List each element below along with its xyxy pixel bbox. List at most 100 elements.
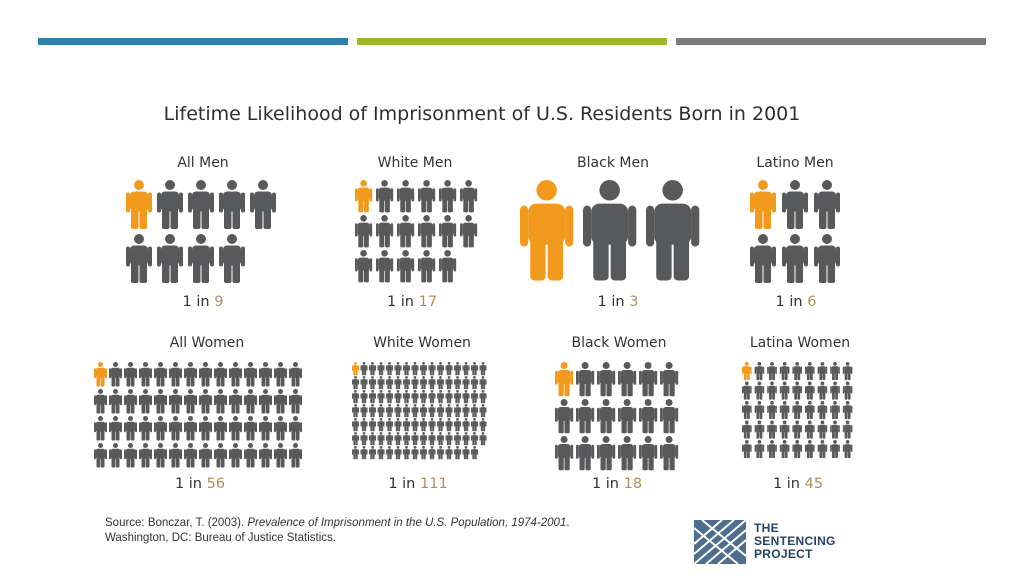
person-icon-panel-4-6 bbox=[184, 362, 197, 387]
person-icon-panel-5-48 bbox=[352, 404, 360, 418]
person-icon-panel-5-8 bbox=[420, 362, 428, 376]
person-icon-panel-4-46 bbox=[154, 443, 167, 468]
person-icon-panel-5-90 bbox=[437, 432, 445, 446]
person-icon-panel-5-100 bbox=[386, 446, 394, 460]
person-icon-panel-7-4 bbox=[792, 362, 803, 381]
person-icon-panel-5-97 bbox=[360, 446, 368, 460]
person-icon-panel-7-33 bbox=[817, 420, 828, 439]
chart-title: Lifetime Likelihood of Imprisonment of U… bbox=[163, 103, 801, 125]
person-icon-panel-5-93 bbox=[462, 432, 470, 446]
person-icon-panel-7-34 bbox=[830, 420, 840, 439]
person-icon-panel-4-48 bbox=[184, 443, 197, 468]
person-icon-panel-7-32 bbox=[805, 420, 815, 439]
person-icon-panel-5-54 bbox=[403, 404, 411, 418]
person-icon-panel-6-3 bbox=[618, 362, 637, 397]
person-icon-panel-4-16 bbox=[124, 389, 137, 414]
person-icon-panel-5-45 bbox=[462, 390, 470, 404]
person-icon-panel-7-2 bbox=[767, 362, 777, 381]
person-icon-panel-6-7 bbox=[576, 399, 595, 434]
ratio-white-women: 1 in 111 bbox=[388, 476, 448, 492]
ratio-all-men: 1 in 9 bbox=[182, 294, 224, 310]
person-icon-panel-5-60 bbox=[454, 404, 462, 418]
person-icon-panel-7-12 bbox=[779, 381, 790, 400]
person-icon-panel-0-5 bbox=[126, 234, 152, 283]
person-icon-panel-5-109 bbox=[462, 446, 470, 460]
highlighted-person-icon-panel-0-0 bbox=[126, 180, 152, 229]
person-icon-panel-7-15 bbox=[817, 381, 828, 400]
person-icon-panel-5-96 bbox=[352, 446, 360, 460]
panel-label-all-men: All Men bbox=[177, 155, 229, 171]
person-icon-panel-5-3 bbox=[377, 362, 385, 376]
person-icon-panel-4-21 bbox=[199, 389, 212, 414]
person-icon-panel-4-20 bbox=[184, 389, 197, 414]
person-icon-panel-5-58 bbox=[437, 404, 445, 418]
person-icon-panel-5-21 bbox=[394, 376, 402, 390]
person-icon-panel-4-28 bbox=[94, 416, 107, 441]
person-icon-panel-5-22 bbox=[403, 376, 411, 390]
person-icon-panel-4-5 bbox=[169, 362, 182, 387]
person-icon-panel-7-31 bbox=[792, 420, 803, 439]
person-icon-panel-4-35 bbox=[199, 416, 212, 441]
person-icon-panel-5-33 bbox=[360, 390, 368, 404]
person-icon-panel-5-51 bbox=[377, 404, 385, 418]
person-icon-panel-7-38 bbox=[767, 440, 777, 459]
logo-line-the: THE bbox=[754, 521, 779, 535]
person-icon-panel-1-16 bbox=[439, 250, 457, 283]
person-icon-panel-5-7 bbox=[411, 362, 419, 376]
person-icon-panel-6-12 bbox=[555, 436, 574, 471]
person-icon-panel-6-6 bbox=[555, 399, 574, 434]
person-icon-panel-4-29 bbox=[109, 416, 122, 441]
person-icon-panel-4-31 bbox=[139, 416, 152, 441]
person-icon-panel-5-64 bbox=[352, 418, 360, 432]
person-icon-panel-4-36 bbox=[214, 416, 227, 441]
person-icon-panel-7-24 bbox=[817, 401, 828, 420]
person-icon-panel-7-5 bbox=[805, 362, 815, 381]
person-icon-panel-5-70 bbox=[403, 418, 411, 432]
person-icon-panel-5-56 bbox=[420, 404, 428, 418]
person-icon-panel-3-1 bbox=[782, 180, 808, 229]
person-icon-panel-5-37 bbox=[394, 390, 402, 404]
person-icon-panel-5-1 bbox=[360, 362, 368, 376]
person-icon-panel-5-74 bbox=[437, 418, 445, 432]
header-bar-green bbox=[357, 38, 667, 45]
person-icon-panel-4-39 bbox=[259, 416, 272, 441]
person-icon-panel-1-10 bbox=[439, 215, 457, 248]
person-icon-panel-5-20 bbox=[386, 376, 394, 390]
panel-label-latino-men: Latino Men bbox=[756, 155, 834, 171]
person-icon-panel-7-26 bbox=[842, 401, 853, 420]
person-icon-panel-5-62 bbox=[471, 404, 479, 418]
person-icon-panel-5-81 bbox=[360, 432, 368, 446]
person-icon-panel-7-37 bbox=[754, 440, 765, 459]
person-icon-panel-5-63 bbox=[479, 404, 487, 418]
person-icon-panel-5-14 bbox=[471, 362, 479, 376]
person-icon-panel-5-23 bbox=[411, 376, 419, 390]
person-icon-panel-4-43 bbox=[109, 443, 122, 468]
person-icon-panel-5-83 bbox=[377, 432, 385, 446]
person-icon-panel-5-34 bbox=[369, 390, 377, 404]
person-icon-panel-5-68 bbox=[386, 418, 394, 432]
person-icon-panel-5-78 bbox=[471, 418, 479, 432]
person-icon-panel-5-42 bbox=[437, 390, 445, 404]
person-icon-panel-4-32 bbox=[154, 416, 167, 441]
person-icon-panel-7-3 bbox=[779, 362, 790, 381]
ratio-white-men: 1 in 17 bbox=[386, 294, 438, 310]
ratio-all-women: 1 in 56 bbox=[174, 476, 226, 492]
person-icon-panel-4-2 bbox=[124, 362, 137, 387]
person-icon-panel-4-8 bbox=[214, 362, 227, 387]
person-icon-panel-4-23 bbox=[229, 389, 242, 414]
person-icon-panel-5-30 bbox=[471, 376, 479, 390]
person-icon-panel-7-41 bbox=[805, 440, 815, 459]
person-icon-panel-4-19 bbox=[169, 389, 182, 414]
person-icon-panel-5-26 bbox=[437, 376, 445, 390]
person-icon-panel-6-5 bbox=[660, 362, 679, 397]
person-icon-panel-4-18 bbox=[154, 389, 167, 414]
person-icon-panel-5-103 bbox=[411, 446, 419, 460]
person-icon-panel-5-27 bbox=[445, 376, 453, 390]
person-icon-panel-5-67 bbox=[377, 418, 385, 432]
person-icon-panel-5-49 bbox=[360, 404, 368, 418]
person-icon-panel-5-9 bbox=[428, 362, 436, 376]
person-icon-panel-5-92 bbox=[454, 432, 462, 446]
person-icon-panel-7-6 bbox=[817, 362, 828, 381]
person-icon-panel-5-82 bbox=[369, 432, 377, 446]
